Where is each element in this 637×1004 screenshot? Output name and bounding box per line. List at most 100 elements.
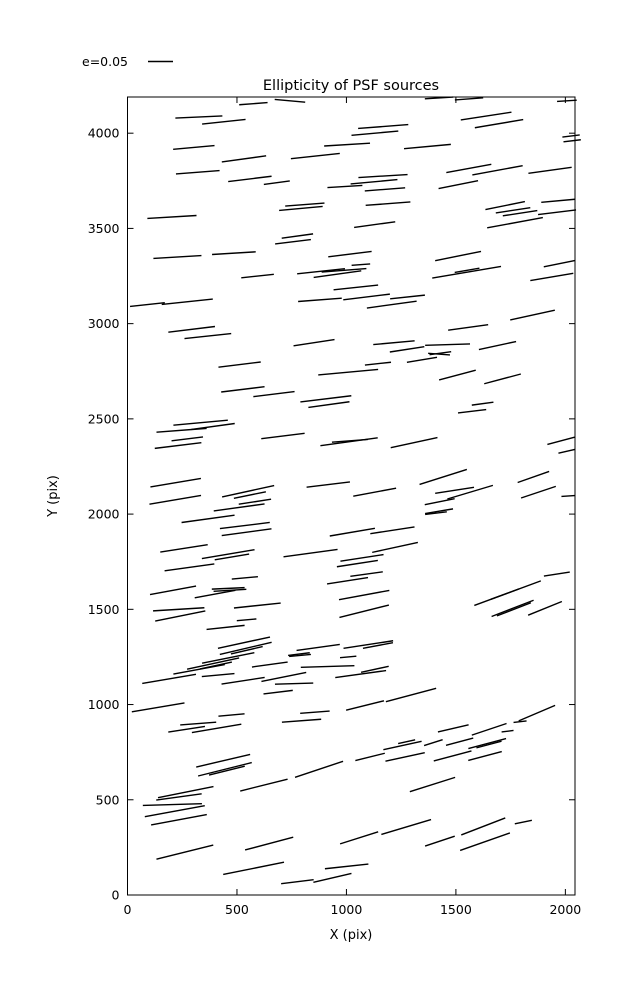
psf-ellipticity-segment: [147, 214, 197, 220]
psf-ellipticity-segment: [221, 676, 265, 685]
y-tick-label: 3000: [88, 316, 120, 331]
psf-ellipticity-segment: [339, 831, 379, 845]
psf-ellipticity-segment: [476, 740, 502, 749]
x-tick-label: 500: [225, 902, 249, 917]
psf-ellipticity-segment: [173, 663, 225, 675]
psf-ellipticity-segment: [153, 254, 202, 260]
psf-ellipticity-segment: [153, 607, 205, 612]
x-tick-label: 1500: [440, 902, 472, 917]
psf-ellipticity-segment: [261, 432, 305, 440]
psf-ellipticity-segment: [425, 343, 471, 346]
psf-ellipticity-segment: [131, 702, 185, 713]
psf-ellipticity-segment: [517, 470, 550, 484]
psf-ellipticity-segment: [168, 725, 206, 733]
psf-ellipticity-segment: [350, 178, 398, 185]
psf-ellipticity-segment: [300, 664, 355, 668]
psf-ellipticity-segment: [336, 559, 378, 568]
axis-tick-labels: 0 500 1000 1500 2000 0 500 1000 1500 2000 2500 3000…: [88, 126, 582, 917]
psf-ellipticity-segment: [370, 526, 415, 535]
psf-ellipticity-segment: [173, 144, 215, 151]
psf-ellipticity-segment: [212, 251, 256, 256]
psf-ellipticity-segment: [201, 672, 235, 678]
psf-ellipticity-segment: [457, 408, 487, 414]
psf-ellipticity-segment: [345, 700, 385, 711]
psf-ellipticity-segment: [263, 180, 290, 186]
psf-ellipticity-segment: [437, 724, 469, 733]
psf-ellipticity-segment: [487, 216, 543, 229]
psf-ellipticity-segment: [175, 115, 223, 119]
psf-ellipticity-segment: [389, 346, 425, 353]
y-tick-label: 500: [96, 792, 120, 807]
psf-ellipticity-segment: [324, 142, 371, 147]
psf-ellipticity-segment: [335, 669, 387, 679]
psf-ellipticity-segment: [240, 778, 288, 792]
legend-label: e=0.05: [82, 54, 128, 69]
psf-ellipticity-segment: [281, 878, 314, 885]
x-tick-label: 1000: [331, 902, 363, 917]
psf-ellipticity-segment: [372, 541, 419, 554]
psf-ellipticity-segment: [231, 576, 258, 580]
chart-title: Ellipticity of PSF sources: [263, 78, 439, 94]
psf-ellipticity-segment: [201, 548, 255, 560]
psf-ellipticity-segment: [279, 205, 323, 212]
psf-ellipticity-segment: [490, 588, 520, 600]
psf-ellipticity-segment: [448, 323, 489, 331]
psf-ellipticity-segment: [350, 571, 383, 578]
psf-ellipticity-segment: [355, 752, 385, 762]
psf-ellipticity-segment: [150, 813, 207, 826]
psf-ellipticity-segment: [424, 96, 454, 100]
psf-ellipticity-segment: [186, 657, 240, 670]
psf-ellipticity-segment: [223, 861, 285, 876]
axis-ticks: [127, 97, 575, 896]
psf-ellipticity-segment: [236, 618, 257, 622]
x-tick-label: 2000: [549, 902, 581, 917]
y-tick-label: 2500: [88, 411, 120, 426]
psf-ellipticity-segment: [432, 265, 502, 279]
psf-ellipticity-segment: [373, 340, 415, 346]
psf-ellipticity-segment: [191, 422, 235, 431]
y-tick-label: 1000: [88, 697, 120, 712]
psf-ellipticity-segment: [403, 143, 451, 150]
psf-ellipticity-segment: [358, 123, 409, 130]
psf-ellipticity-segment: [157, 785, 214, 799]
psf-ellipticity-segment: [343, 293, 390, 301]
plot-frame: [127, 96, 576, 896]
psf-ellipticity-segment: [460, 111, 512, 121]
psf-ellipticity-segment: [558, 448, 576, 454]
psf-ellipticity-segment: [563, 139, 581, 143]
psf-ellipticity-segment: [144, 804, 205, 818]
psf-ellipticity-segment: [221, 386, 265, 393]
psf-ellipticity-segment: [283, 548, 338, 558]
psf-ellipticity-segment: [419, 468, 468, 486]
psf-ellipticity-segment: [510, 309, 555, 321]
psf-ellipticity-segment: [238, 498, 272, 505]
psf-ellipticity-segment: [385, 751, 425, 762]
psf-ellipticity-segment: [150, 477, 202, 488]
psf-ellipticity-segment: [433, 750, 472, 762]
legend: e=0.05: [82, 54, 173, 69]
psf-ellipticity-segment: [454, 97, 484, 101]
psf-ellipticity-segment: [239, 101, 268, 106]
y-tick-label: 0: [112, 888, 120, 903]
psf-ellipticity-segment: [253, 390, 295, 398]
psf-ellipticity-segment: [219, 641, 272, 656]
x-tick-label: 0: [124, 902, 132, 917]
psf-ellipticity-segment: [320, 437, 378, 447]
psf-ellipticity-segment: [471, 401, 494, 406]
psf-ellipticity-segment: [206, 624, 245, 631]
psf-ellipticity-segment: [142, 802, 202, 807]
psf-ellipticity-segment: [221, 528, 272, 537]
psf-ellipticity-segment: [474, 118, 524, 129]
psf-ellipticity-segment: [518, 704, 556, 722]
psf-ellipticity-segment: [313, 270, 362, 279]
y-tick-label: 4000: [88, 126, 120, 141]
psf-ellipticity-segment: [217, 636, 271, 649]
psf-ellipticity-segment: [180, 721, 217, 726]
psf-ellipticity-segment: [218, 713, 245, 717]
psf-ellipticity-segment: [438, 369, 476, 381]
psf-ellipticity-segment: [164, 563, 215, 572]
psf-ellipticity-segment: [528, 166, 572, 174]
psf-ellipticity-segment: [333, 284, 379, 291]
psf-ellipticity-segment: [213, 588, 247, 592]
psf-ellipticity-segment: [496, 602, 532, 617]
